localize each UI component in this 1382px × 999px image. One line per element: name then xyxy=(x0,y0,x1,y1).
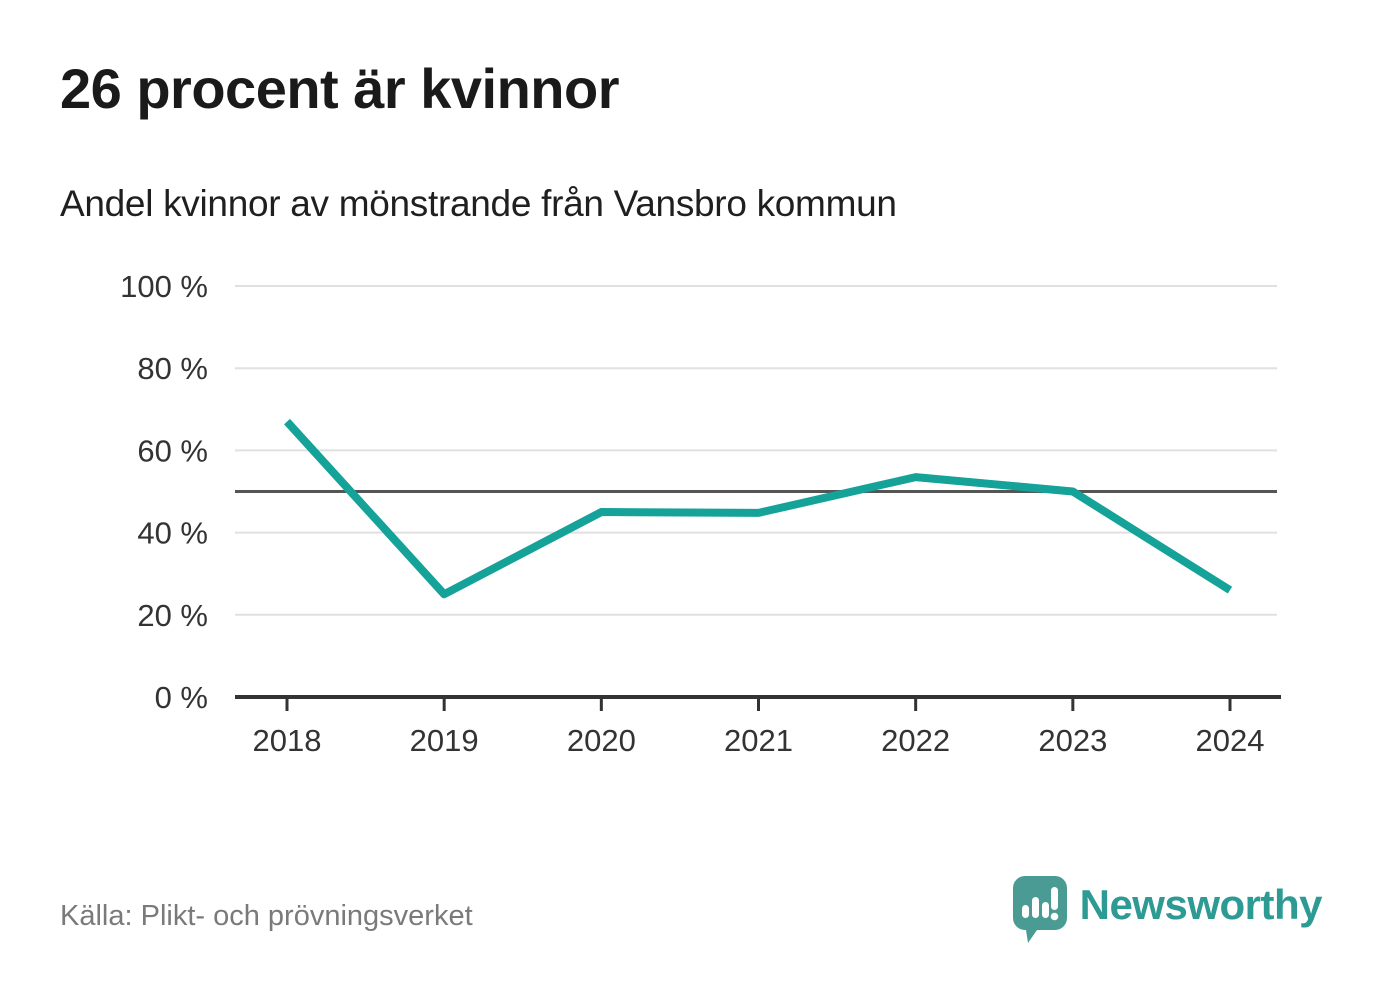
y-tick-label: 80 % xyxy=(137,351,208,386)
y-tick-label: 100 % xyxy=(120,269,208,304)
newsworthy-logo: Newsworthy xyxy=(1012,876,1323,944)
x-tick-label: 2020 xyxy=(567,723,636,758)
source-note: Källa: Plikt- och prövningsverket xyxy=(60,900,473,932)
x-tick-label: 2022 xyxy=(881,723,950,758)
y-tick-label: 20 % xyxy=(137,598,208,633)
x-tick-label: 2019 xyxy=(410,723,479,758)
x-tick-label: 2018 xyxy=(253,723,322,758)
chart-title: 26 procent är kvinnor xyxy=(60,57,620,120)
chart-subtitle: Andel kvinnor av mönstrande från Vansbro… xyxy=(60,183,897,224)
x-tick-label: 2023 xyxy=(1038,723,1107,758)
y-tick-label: 40 % xyxy=(137,516,208,551)
x-tick-label: 2024 xyxy=(1196,723,1265,758)
y-tick-label: 0 % xyxy=(155,680,208,715)
data-line-andel-kvinnor xyxy=(284,418,1233,599)
newsworthy-logo-text: Newsworthy xyxy=(1079,881,1323,928)
x-tick-label: 2021 xyxy=(724,723,793,758)
newsworthy-logo-icon xyxy=(1012,876,1067,943)
y-tick-label: 60 % xyxy=(137,433,208,468)
